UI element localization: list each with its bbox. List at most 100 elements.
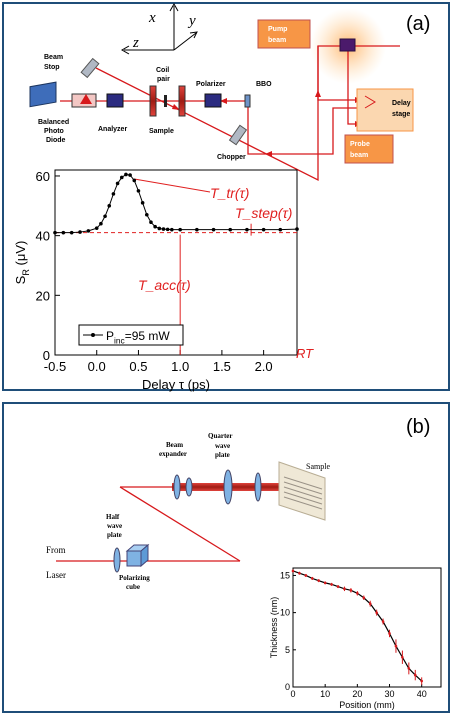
prism-triangle (80, 94, 92, 104)
legend-marker (91, 333, 95, 337)
beam-stop (80, 57, 100, 79)
expander-lens-2 (185, 477, 193, 497)
data-point (132, 178, 137, 183)
x-tick-label: -0.5 (44, 359, 66, 374)
data-point (124, 172, 128, 177)
half-wave-plate (113, 547, 121, 573)
data-point (295, 227, 299, 231)
delay-mirror (364, 95, 376, 109)
data-point (420, 679, 423, 683)
data-point (170, 227, 174, 232)
bpd-label-1: Balanced (38, 119, 69, 126)
x-tick-label: 0 (290, 689, 295, 699)
probe-label-1: Probe (350, 141, 370, 148)
annot-t-acc: T_acc(τ) (138, 277, 191, 293)
data-point (356, 591, 359, 595)
pump-beam-box (257, 19, 311, 49)
data-point (311, 577, 314, 580)
beam-expander-label-2: expander (159, 450, 187, 458)
polarizer (204, 93, 222, 108)
annot-rt: RT (296, 346, 314, 361)
data-point (317, 579, 321, 582)
x-tick-label: 0.5 (129, 359, 147, 374)
y-axis-label: Thickness (nm) (269, 597, 279, 659)
delay-label-2: stage (392, 111, 410, 118)
data-point (115, 181, 120, 186)
data-point (144, 212, 149, 217)
data-point (330, 583, 333, 586)
data-point (86, 229, 91, 233)
pump-label-1: Pump (268, 26, 287, 33)
sample-label: Sample (149, 128, 174, 135)
coil-left (149, 85, 157, 117)
data-point (323, 581, 327, 585)
coil-label-2: pair (157, 76, 170, 83)
panel-b-frame (2, 402, 450, 713)
data-point (211, 227, 216, 232)
chart-b: 0 10 20 30 40 0 5 10 15 Position (mm) Thickness (n… (269, 567, 442, 710)
x-axis-label: Delay τ (ps) (142, 377, 210, 392)
data-point (388, 632, 391, 635)
data-point (149, 220, 153, 225)
expander-lens-1 (173, 474, 181, 500)
data-point (278, 227, 283, 232)
bbo-crystal (244, 94, 251, 108)
data-point (78, 230, 82, 234)
data-point (401, 655, 404, 659)
panel-b-optics (56, 461, 326, 573)
delay-label-1: Delay (392, 100, 411, 107)
data-point (195, 227, 199, 232)
x-tick-label: 1.0 (171, 359, 189, 374)
data-point (375, 611, 378, 614)
legend-text: Pinc=95 mW (106, 329, 170, 346)
data-point (336, 585, 340, 588)
half-label-1: Half (106, 513, 120, 521)
x-tick-label: 10 (320, 689, 330, 699)
y-tick-label: 10 (280, 608, 290, 618)
delay-stage-box (356, 88, 414, 132)
pump-label-2: beam (268, 37, 286, 44)
y-axis-label: SR (μV) (13, 241, 31, 285)
t-tr-pointer (134, 178, 211, 193)
data-point (343, 587, 346, 591)
data-point (407, 667, 411, 670)
data-point (228, 227, 233, 232)
data-point (153, 224, 157, 229)
axis-x-letter: x (148, 10, 156, 26)
data-point (261, 227, 266, 232)
y-tick-label: 0 (285, 682, 290, 692)
data-point (413, 673, 417, 677)
x-axis-label: Position (mm) (339, 700, 395, 710)
y-tick-label: 60 (36, 169, 50, 184)
data-point (61, 230, 66, 235)
x-tick-label: 1.5 (213, 359, 231, 374)
panel-b-label: (b) (406, 416, 430, 438)
panel-a-label: (a) (406, 13, 430, 35)
data-point (53, 230, 57, 235)
data-point (107, 204, 112, 208)
chopper-label: Chopper (217, 154, 246, 161)
data-point (111, 192, 116, 196)
cube-label-1: Polarizing (119, 574, 150, 582)
data-point (298, 571, 301, 575)
sample-b-label: Sample (306, 462, 330, 471)
data-point (140, 201, 145, 205)
data-point (245, 227, 249, 232)
data-point (128, 173, 132, 177)
bpd-label-3: Diode (46, 137, 66, 144)
beam-stop-label-2: Stop (44, 64, 60, 71)
quarter-label-2: wave (215, 442, 230, 450)
chart-a-frame (54, 169, 298, 356)
from-label: From (46, 545, 66, 555)
analyzer-label: Analyzer (98, 126, 127, 133)
chart-a: -0.5 0.0 0.5 1.0 1.5 2.0 0 20 40 60 Delay τ (ps) SR… (13, 169, 299, 392)
bbo-label: BBO (256, 81, 272, 88)
half-label-2: wave (107, 522, 122, 530)
data-point (161, 227, 166, 231)
polarizing-cube (125, 543, 150, 568)
x-tick-label: 0.0 (88, 359, 106, 374)
y-tick-label: 20 (36, 288, 50, 303)
annot-t-step: T_step(τ) (235, 205, 292, 221)
x-tick-label: 2.0 (255, 359, 273, 374)
